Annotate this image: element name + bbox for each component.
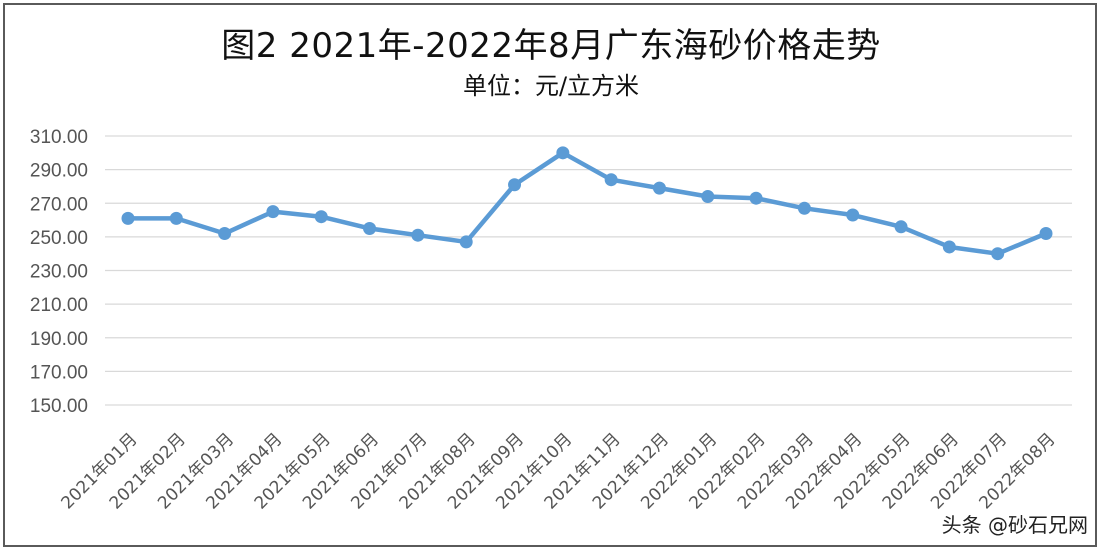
data-point: [846, 208, 860, 222]
data-point: [411, 228, 425, 242]
x-axis-ticks: 2021年01月2021年02月2021年03月2021年04月2021年05月…: [57, 429, 1059, 513]
series-layer: [121, 146, 1053, 261]
data-point: [169, 211, 183, 225]
y-tick-label: 210.00: [30, 295, 88, 316]
data-point: [266, 205, 280, 219]
data-point: [942, 240, 956, 254]
data-point: [797, 201, 811, 215]
y-tick-label: 250.00: [30, 228, 88, 249]
y-tick-label: 170.00: [30, 362, 88, 383]
data-point: [701, 190, 715, 204]
data-point: [314, 210, 328, 224]
data-point: [991, 247, 1005, 261]
data-point: [218, 227, 232, 241]
data-point: [894, 220, 908, 234]
data-point: [508, 178, 522, 192]
chart-subtitle: 单位：元/立方米: [462, 72, 640, 100]
data-point: [1039, 227, 1053, 241]
y-tick-label: 150.00: [30, 396, 88, 417]
data-point: [363, 221, 377, 235]
data-point: [749, 191, 763, 205]
y-tick-label: 190.00: [30, 329, 88, 350]
data-point: [121, 211, 135, 225]
chart-title: 图2 2021年-2022年8月广东海砂价格走势: [221, 26, 881, 66]
data-point: [652, 181, 666, 195]
y-tick-label: 310.00: [30, 127, 88, 148]
data-point: [556, 146, 570, 160]
chart-frame: [3, 3, 1097, 547]
y-tick-label: 270.00: [30, 194, 88, 215]
y-tick-label: 290.00: [30, 161, 88, 182]
y-tick-label: 230.00: [30, 262, 88, 283]
data-point: [604, 173, 618, 187]
series-line: [128, 150, 1047, 256]
gridlines: [105, 135, 1072, 406]
watermark: 头条 @砂石兄网: [941, 513, 1088, 537]
data-point: [459, 235, 473, 249]
y-axis-ticks: 150.00 170.00 190.00 210.00 230.00 250.00 270.…: [30, 127, 88, 417]
